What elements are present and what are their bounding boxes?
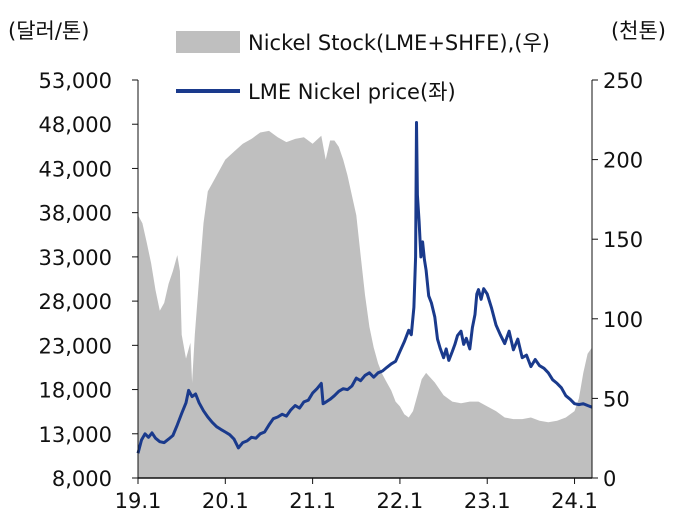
left-tick-label: 53,000 <box>39 69 112 93</box>
x-tick-label: 23.1 <box>464 489 511 513</box>
stock-area-layer <box>138 130 592 478</box>
left-axis-unit: (달러/톤) <box>8 19 89 43</box>
nickel-stock-area <box>138 130 592 478</box>
tick-layer: 53,000 48,000 43,000 38,000 33,000 28,000 23,0… <box>39 69 644 513</box>
left-tick-label: 8,000 <box>52 467 112 491</box>
right-axis-unit: (천톤) <box>611 19 666 43</box>
left-tick-label: 38,000 <box>39 202 112 226</box>
right-tick-label: 50 <box>603 387 630 411</box>
x-tick-label: 24.1 <box>551 489 598 513</box>
x-tick-label: 19.1 <box>115 489 162 513</box>
right-tick-label: 200 <box>603 149 643 173</box>
legend-price-label: LME Nickel price(좌) <box>248 80 456 104</box>
left-tick-label: 18,000 <box>39 379 112 403</box>
x-tick-label: 21.1 <box>289 489 336 513</box>
left-tick-label: 48,000 <box>39 113 112 137</box>
right-tick-label: 150 <box>603 228 643 252</box>
x-tick-label: 22.1 <box>377 489 424 513</box>
left-tick-label: 33,000 <box>39 246 112 270</box>
legend-stock-swatch <box>176 31 240 53</box>
left-tick-label: 43,000 <box>39 157 112 181</box>
legend-stock-label: Nickel Stock(LME+SHFE),(우) <box>248 31 550 55</box>
right-tick-label: 100 <box>603 308 643 332</box>
x-tick-label: 20.1 <box>202 489 249 513</box>
left-tick-label: 13,000 <box>39 423 112 447</box>
right-tick-label: 250 <box>603 69 643 93</box>
right-tick-label: 0 <box>603 467 616 491</box>
left-tick-label: 23,000 <box>39 334 112 358</box>
price-line-layer <box>136 121 593 454</box>
lme-nickel-price-line <box>136 121 593 454</box>
left-tick-label: 28,000 <box>39 290 112 314</box>
